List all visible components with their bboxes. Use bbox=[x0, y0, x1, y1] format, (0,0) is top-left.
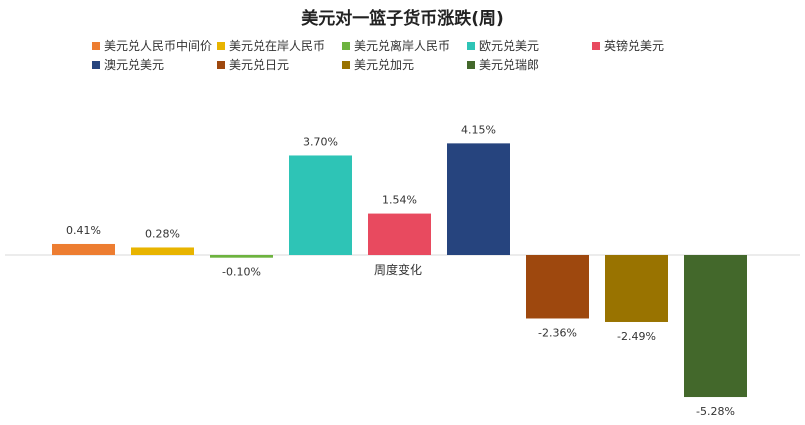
legend-item: 美元兑在岸人民币 bbox=[217, 38, 325, 54]
legend-item: 英镑兑美元 bbox=[592, 38, 664, 54]
bar bbox=[210, 255, 273, 258]
bar bbox=[447, 143, 510, 255]
bar bbox=[526, 255, 589, 319]
bar bbox=[605, 255, 668, 322]
bar bbox=[289, 155, 352, 255]
data-label: -5.28% bbox=[696, 405, 735, 418]
legend-item: 美元兑加元 bbox=[342, 57, 414, 73]
data-label: 0.28% bbox=[145, 227, 180, 240]
x-axis-label: 周度变化 bbox=[374, 262, 422, 277]
legend-label: 美元兑瑞郎 bbox=[479, 58, 540, 72]
legend-label: 美元兑加元 bbox=[354, 58, 415, 72]
legend-item: 美元兑离岸人民币 bbox=[342, 38, 450, 54]
legend-item: 美元兑瑞郎 bbox=[467, 57, 539, 73]
legend-label: 美元兑日元 bbox=[229, 58, 290, 72]
legend-item: 欧元兑美元 bbox=[467, 38, 539, 54]
data-label: 1.54% bbox=[382, 194, 417, 207]
bar bbox=[368, 213, 431, 255]
data-label: 3.70% bbox=[303, 135, 338, 148]
legend-label: 美元兑人民币中间价 bbox=[104, 39, 213, 53]
legend-label: 澳元兑美元 bbox=[104, 58, 165, 72]
legend-label: 英镑兑美元 bbox=[604, 39, 665, 53]
bar bbox=[131, 247, 194, 255]
legend-swatch bbox=[467, 60, 475, 69]
legend-item: 美元兑日元 bbox=[217, 57, 289, 73]
data-label: 0.41% bbox=[66, 224, 101, 237]
data-label: -2.49% bbox=[617, 330, 656, 343]
legend-swatch bbox=[217, 41, 225, 50]
legend-swatch bbox=[342, 60, 350, 69]
legend-swatch bbox=[92, 41, 100, 50]
chart-title: 美元对一篮子货币涨跌(周) bbox=[301, 9, 504, 29]
data-label: 4.15% bbox=[461, 123, 496, 136]
legend-swatch bbox=[217, 60, 225, 69]
bar bbox=[684, 255, 747, 398]
legend-swatch bbox=[592, 41, 600, 50]
legend-label: 欧元兑美元 bbox=[479, 39, 540, 53]
legend-label: 美元兑在岸人民币 bbox=[229, 39, 326, 53]
legend-item: 澳元兑美元 bbox=[92, 57, 164, 73]
legend-swatch bbox=[342, 41, 350, 50]
legend-swatch bbox=[467, 41, 475, 50]
legend-swatch bbox=[92, 60, 100, 69]
data-label: -2.36% bbox=[538, 326, 577, 339]
data-label: -0.10% bbox=[222, 266, 261, 279]
bar bbox=[52, 243, 115, 255]
legend-label: 美元兑离岸人民币 bbox=[354, 39, 451, 53]
legend-item: 美元兑人民币中间价 bbox=[92, 38, 212, 54]
